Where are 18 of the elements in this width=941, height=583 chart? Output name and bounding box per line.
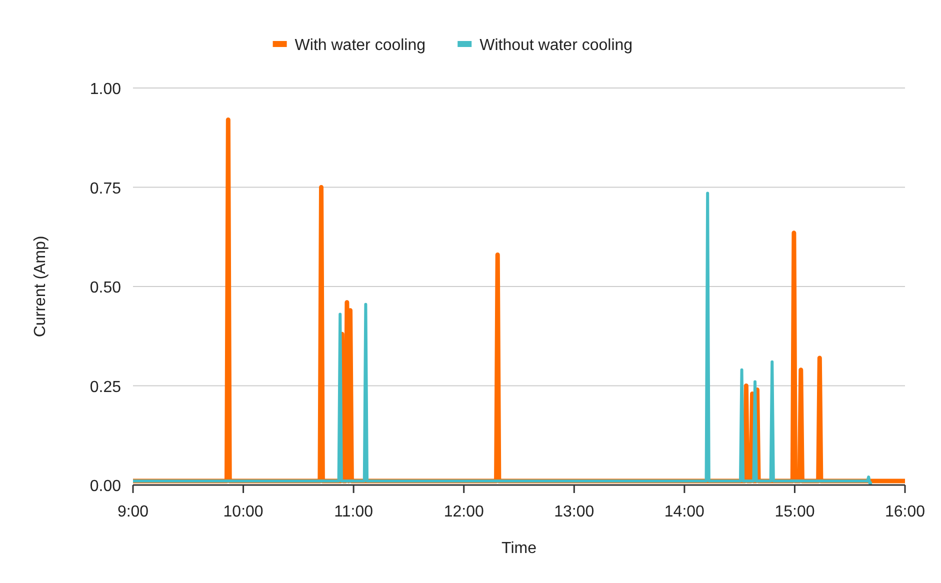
- y-tick-label: 0.75: [90, 180, 122, 198]
- x-tick-label: 10:00: [223, 503, 264, 520]
- legend-label: With water cooling: [294, 37, 426, 54]
- y-tick-label: 0.50: [90, 280, 122, 296]
- x-tick-label: 15:00: [774, 503, 815, 520]
- x-tick-label: 13:00: [554, 503, 594, 520]
- x-tick-label: 14:00: [664, 503, 705, 520]
- y-tick-label: 0.00: [90, 478, 122, 495]
- line-series: [132, 192, 874, 485]
- x-tick-label: 11:00: [334, 503, 374, 520]
- y-axis-title: Current (Amp): [32, 236, 49, 338]
- y-tick-label: 0.25: [90, 378, 122, 396]
- x-tick-label: 16:00: [884, 503, 926, 520]
- y-tick-label: 1.00: [90, 81, 122, 98]
- x-axis-title: Time: [502, 540, 537, 557]
- legend-label: Without water cooling: [480, 37, 633, 54]
- x-tick-label: 9:00: [117, 503, 149, 520]
- x-tick-label: 12:00: [444, 503, 484, 520]
